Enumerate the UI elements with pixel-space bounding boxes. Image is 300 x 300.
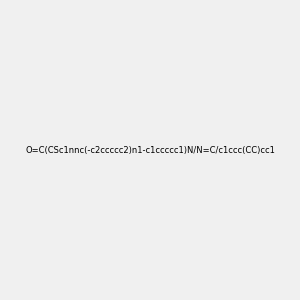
Text: O=C(CSc1nnc(-c2ccccc2)n1-c1ccccc1)N/N=C/c1ccc(CC)cc1: O=C(CSc1nnc(-c2ccccc2)n1-c1ccccc1)N/N=C/… [25,146,275,154]
